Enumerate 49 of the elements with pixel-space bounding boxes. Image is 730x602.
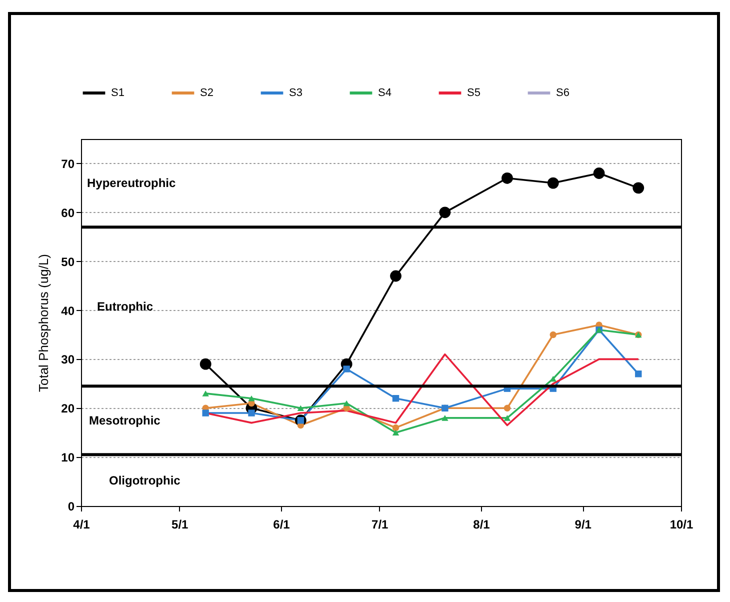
point: [297, 405, 304, 412]
point: [550, 331, 556, 338]
point: [439, 206, 451, 218]
y-tick-label: 70: [61, 156, 75, 171]
point: [632, 182, 644, 194]
annotation: Oligotrophic: [109, 473, 181, 488]
legend-label: S2: [200, 87, 214, 99]
y-axis-title: Total Phosphorus (ug/L): [36, 254, 52, 392]
legend-label: S1: [111, 87, 124, 99]
x-tick-label: 6/1: [273, 518, 290, 532]
point: [593, 168, 605, 179]
point: [392, 430, 400, 436]
point: [550, 376, 556, 382]
point: [390, 270, 402, 282]
y-tick-label: 40: [61, 304, 75, 318]
y-tick-label: 30: [61, 352, 75, 367]
point: [200, 358, 212, 370]
x-tick-label: 4/1: [73, 518, 90, 532]
legend-label: S4: [378, 87, 392, 99]
annotation: Hypereutrophic: [87, 176, 176, 190]
point: [343, 366, 350, 372]
legend-label: S5: [467, 87, 480, 99]
point: [504, 404, 511, 412]
x-tick-label: 10/1: [670, 518, 694, 532]
x-tick-label: 9/1: [574, 518, 592, 532]
x-tick-label: 5/1: [172, 518, 189, 532]
legend-label: S3: [289, 87, 302, 99]
point: [442, 415, 448, 421]
point: [502, 172, 513, 184]
x-tick-label: 8/1: [473, 518, 490, 532]
point: [343, 400, 350, 406]
point: [202, 410, 209, 416]
x-tick-label: 7/1: [372, 518, 389, 532]
annotation: Mesotrophic: [89, 413, 161, 428]
y-tick-label: 10: [61, 450, 75, 465]
point: [635, 370, 642, 378]
y-tick-label: 60: [61, 206, 75, 220]
y-tick-label: 50: [61, 254, 75, 269]
point: [202, 390, 209, 396]
point: [504, 415, 511, 421]
y-tick-label: 20: [61, 402, 75, 416]
point: [248, 410, 255, 416]
y-tick-label: 0: [68, 500, 75, 514]
point: [547, 177, 559, 189]
annotation: Eutrophic: [97, 300, 154, 314]
point: [392, 394, 400, 402]
legend-label: S6: [556, 87, 570, 99]
point: [248, 395, 255, 402]
point: [392, 424, 400, 432]
